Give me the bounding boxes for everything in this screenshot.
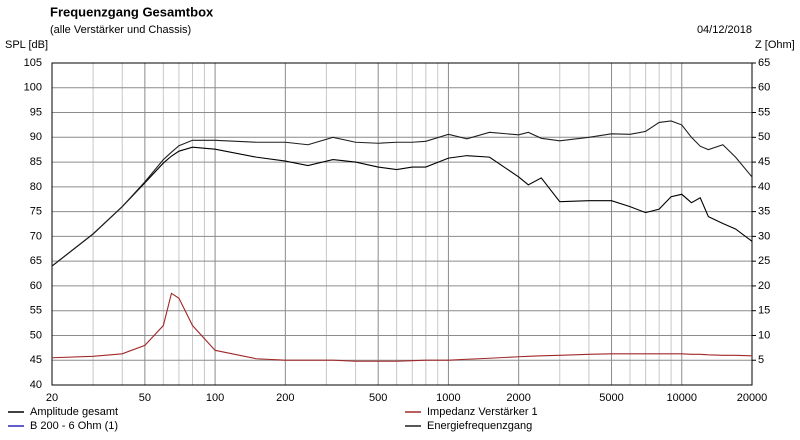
- legend-label: B 200 - 6 Ohm (1): [30, 420, 118, 432]
- y-tick-label: 85: [30, 156, 42, 168]
- y2-tick-label: 30: [758, 230, 770, 242]
- y-tick-label: 50: [30, 329, 42, 341]
- y-tick-label: 60: [30, 280, 42, 292]
- y-tick-label: 75: [30, 206, 42, 218]
- legend-label: Energiefrequenzgang: [427, 420, 532, 432]
- y-tick-label: 70: [30, 230, 42, 242]
- y-tick-label: 45: [30, 354, 42, 366]
- chart-title: Frequenzgang Gesamtbox: [50, 4, 214, 19]
- y2-tick-label: 5: [758, 354, 764, 366]
- x-tick-label: 200: [276, 392, 294, 404]
- legend-label: Impedanz Verstärker 1: [427, 406, 538, 418]
- x-tick-label: 20000: [737, 392, 768, 404]
- series-line: [51, 120, 753, 267]
- y2-tick-label: 45: [758, 156, 770, 168]
- y-tick-label: 100: [24, 82, 42, 94]
- y2-tick-label: 15: [758, 305, 770, 317]
- x-tick-label: 5000: [599, 392, 623, 404]
- y2-tick-label: 65: [758, 57, 770, 69]
- y-tick-label: 55: [30, 305, 42, 317]
- x-tick-label: 20: [46, 392, 58, 404]
- x-tick-label: 500: [369, 392, 387, 404]
- y2-tick-label: 60: [758, 82, 770, 94]
- x-tick-label: 2000: [506, 392, 530, 404]
- y2-axis-label: Z [Ohm]: [755, 39, 795, 51]
- x-tick-label: 100: [206, 392, 224, 404]
- x-tick-label: 1000: [436, 392, 460, 404]
- y2-tick-label: 55: [758, 106, 770, 118]
- chart-subtitle: (alle Verstärker und Chassis): [50, 24, 191, 36]
- y2-tick-label: 40: [758, 181, 770, 193]
- y2-tick-label: 10: [758, 329, 770, 341]
- y-tick-label: 95: [30, 106, 42, 118]
- x-tick-label: 10000: [666, 392, 697, 404]
- series-line: [51, 146, 753, 267]
- legend-label: Amplitude gesamt: [30, 406, 118, 418]
- y-axis-label: SPL [dB]: [5, 39, 48, 51]
- y-tick-label: 40: [30, 379, 42, 391]
- y2-tick-label: 50: [758, 131, 770, 143]
- y2-tick-label: 20: [758, 280, 770, 292]
- y2-tick-label: 35: [758, 206, 770, 218]
- y-tick-label: 65: [30, 255, 42, 267]
- x-tick-label: 50: [139, 392, 151, 404]
- y-tick-label: 80: [30, 181, 42, 193]
- series-line: [51, 292, 753, 362]
- y-tick-label: 90: [30, 131, 42, 143]
- chart-date: 04/12/2018: [697, 24, 752, 36]
- plot-frame: [51, 62, 753, 386]
- y-tick-label: 105: [24, 57, 42, 69]
- y2-tick-label: 25: [758, 255, 770, 267]
